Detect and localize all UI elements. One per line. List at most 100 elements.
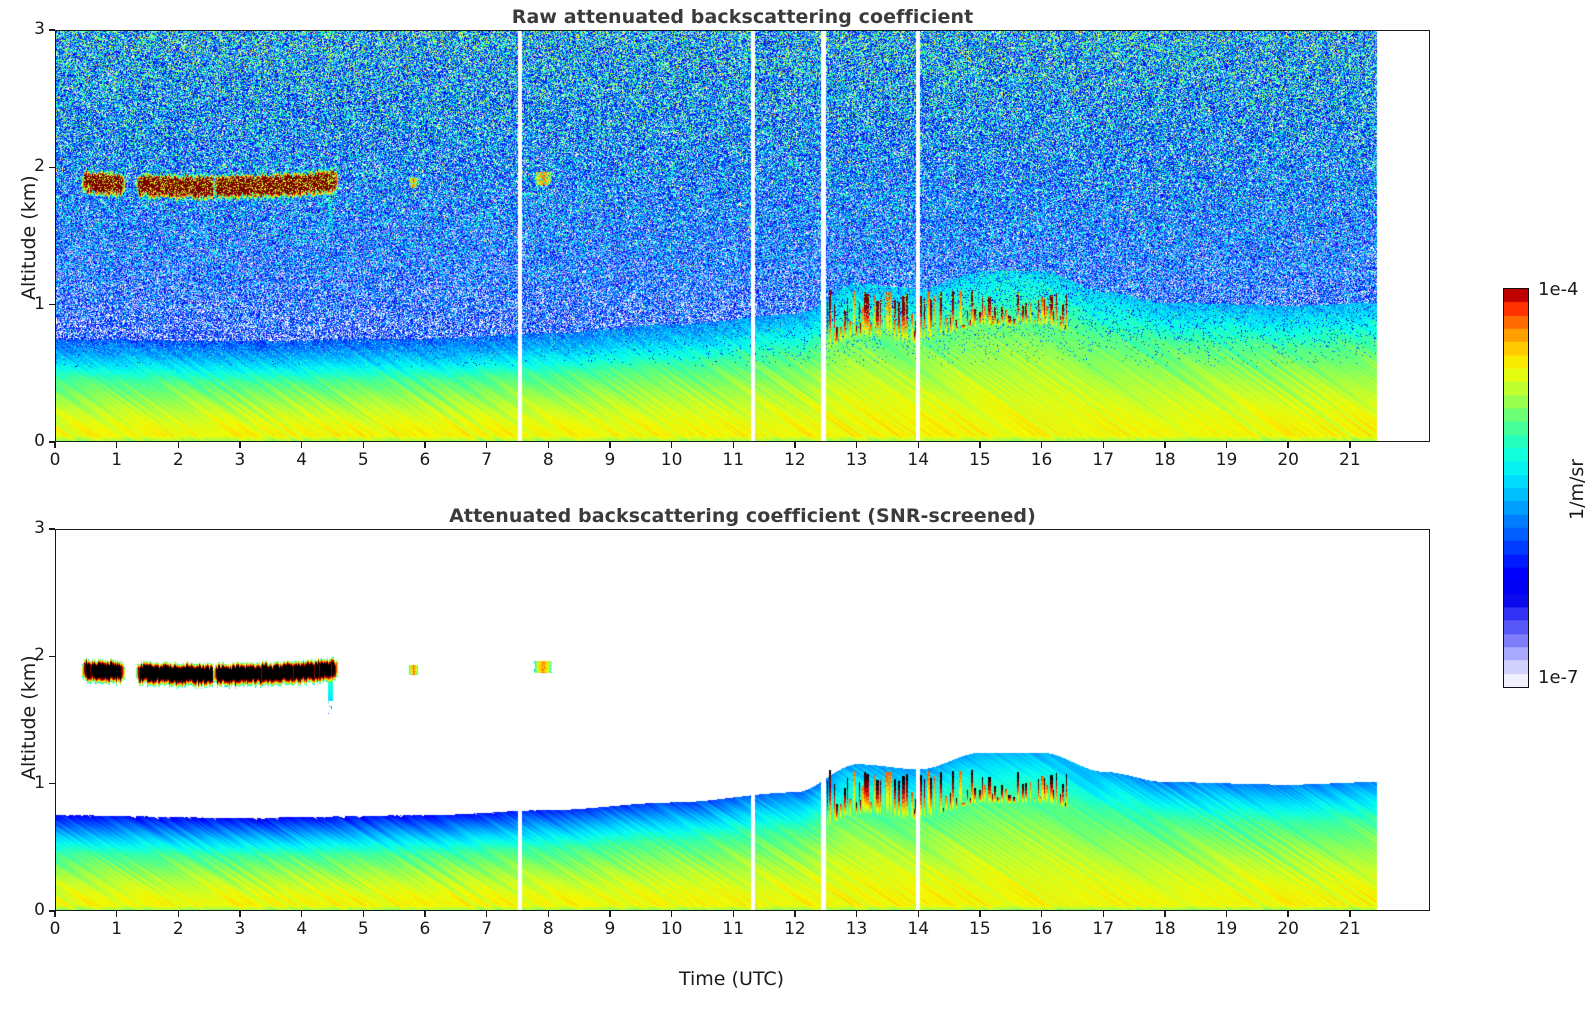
y-tick-label-0-3: 3 [34, 19, 45, 39]
x-tick-1-16 [1040, 911, 1043, 917]
x-tick-1-20 [1287, 911, 1289, 917]
x-tick-label-1-13: 13 [845, 919, 868, 939]
x-tick-0-20 [1287, 442, 1289, 448]
x-tick-1-5 [362, 911, 364, 917]
x-tick-label-0-4: 4 [296, 450, 308, 470]
x-tick-1-21 [1349, 911, 1351, 917]
x-tick-0-15 [979, 442, 981, 448]
x-tick-label-1-19: 19 [1215, 919, 1238, 939]
y-tick-label-1-0: 0 [34, 900, 45, 920]
x-tick-1-2 [177, 911, 179, 917]
x-tick-1-14 [917, 911, 919, 917]
y-tick-0-0 [49, 441, 55, 443]
y-tick-label-1-2: 2 [34, 645, 45, 666]
x-tick-label-1-8: 8 [542, 919, 554, 939]
y-tick-1-1 [49, 782, 55, 785]
x-tick-label-1-12: 12 [784, 919, 806, 939]
y-tick-label-0-1: 1 [34, 293, 45, 314]
plot-area-screened[interactable] [55, 529, 1430, 911]
x-tick-1-1 [115, 911, 118, 917]
x-tick-1-6 [424, 911, 426, 917]
x-tick-label-1-11: 11 [722, 919, 745, 939]
x-tick-0-14 [917, 442, 919, 448]
x-tick-label-0-3: 3 [234, 450, 246, 470]
y-tick-1-0 [49, 910, 55, 912]
x-tick-label-1-4: 4 [296, 919, 308, 939]
x-axis-label-screened: Time (UTC) [679, 968, 785, 990]
x-tick-label-1-1: 1 [111, 919, 123, 939]
x-tick-label-1-10: 10 [660, 919, 683, 939]
x-tick-0-0 [54, 442, 56, 448]
x-tick-0-16 [1040, 442, 1043, 448]
x-tick-label-0-11: 11 [722, 450, 745, 470]
x-tick-label-1-16: 16 [1030, 919, 1053, 939]
x-tick-label-0-1: 1 [111, 450, 123, 470]
x-tick-label-0-0: 0 [49, 450, 61, 470]
y-axis-label-raw: Altitude (km) [18, 175, 40, 300]
x-tick-0-10 [670, 442, 673, 448]
x-tick-label-1-7: 7 [481, 919, 493, 939]
x-tick-0-4 [300, 442, 303, 448]
y-tick-label-1-3: 3 [34, 518, 45, 538]
x-tick-label-0-19: 19 [1215, 450, 1238, 470]
x-tick-0-8 [547, 442, 549, 448]
x-tick-0-21 [1349, 442, 1351, 448]
plot-area-raw[interactable] [55, 30, 1430, 442]
x-tick-label-0-13: 13 [845, 450, 868, 470]
x-tick-1-17 [1102, 911, 1104, 917]
x-tick-1-7 [485, 911, 488, 917]
x-tick-1-12 [794, 911, 796, 917]
x-tick-label-0-21: 21 [1339, 450, 1361, 470]
x-tick-0-2 [177, 442, 179, 448]
x-tick-1-4 [300, 911, 303, 917]
x-tick-label-0-20: 20 [1277, 450, 1299, 470]
x-tick-label-0-14: 14 [907, 450, 930, 470]
y-tick-0-3 [49, 29, 55, 31]
x-tick-label-1-15: 15 [969, 919, 991, 939]
panel-title-raw: Raw attenuated backscattering coefficien… [511, 6, 974, 28]
x-tick-1-0 [54, 911, 56, 917]
colorbar-unit-label: 1/m/sr [1566, 458, 1588, 520]
y-tick-label-1-1: 1 [34, 772, 45, 793]
x-tick-1-11 [732, 911, 734, 917]
x-tick-1-15 [979, 911, 981, 917]
colorbar-min-label: 1e-7 [1538, 667, 1579, 688]
x-tick-label-1-14: 14 [907, 919, 930, 939]
x-tick-0-13 [855, 442, 858, 448]
x-tick-0-11 [732, 442, 734, 448]
x-tick-label-0-6: 6 [419, 450, 431, 470]
x-tick-0-19 [1225, 442, 1228, 448]
x-tick-label-1-20: 20 [1277, 919, 1299, 939]
x-tick-0-7 [485, 442, 488, 448]
x-tick-0-12 [794, 442, 796, 448]
colorbar[interactable] [1503, 288, 1529, 688]
x-tick-1-18 [1164, 911, 1166, 917]
x-tick-label-1-3: 3 [234, 919, 246, 939]
x-tick-label-0-9: 9 [604, 450, 616, 470]
x-tick-label-1-9: 9 [604, 919, 616, 939]
y-axis-label-screened: Altitude (km) [18, 655, 40, 780]
x-tick-label-0-17: 17 [1092, 450, 1115, 470]
x-tick-0-9 [609, 442, 611, 448]
x-tick-label-1-2: 2 [172, 919, 184, 939]
y-tick-label-0-0: 0 [34, 431, 45, 451]
x-tick-label-0-15: 15 [969, 450, 991, 470]
x-tick-label-0-2: 2 [172, 450, 184, 470]
y-tick-label-0-2: 2 [34, 156, 45, 177]
x-tick-1-9 [609, 911, 611, 917]
x-tick-1-8 [547, 911, 549, 917]
x-tick-1-3 [239, 911, 241, 917]
x-tick-0-3 [239, 442, 241, 448]
y-tick-1-3 [49, 528, 55, 530]
colorbar-max-label: 1e-4 [1538, 279, 1579, 300]
x-tick-label-0-10: 10 [660, 450, 683, 470]
x-tick-0-5 [362, 442, 364, 448]
x-tick-label-1-21: 21 [1339, 919, 1361, 939]
y-tick-0-2 [49, 166, 55, 169]
x-tick-label-0-18: 18 [1154, 450, 1176, 470]
x-tick-label-0-8: 8 [542, 450, 554, 470]
x-tick-label-1-0: 0 [49, 919, 61, 939]
x-tick-label-0-7: 7 [481, 450, 493, 470]
x-tick-label-0-16: 16 [1030, 450, 1053, 470]
